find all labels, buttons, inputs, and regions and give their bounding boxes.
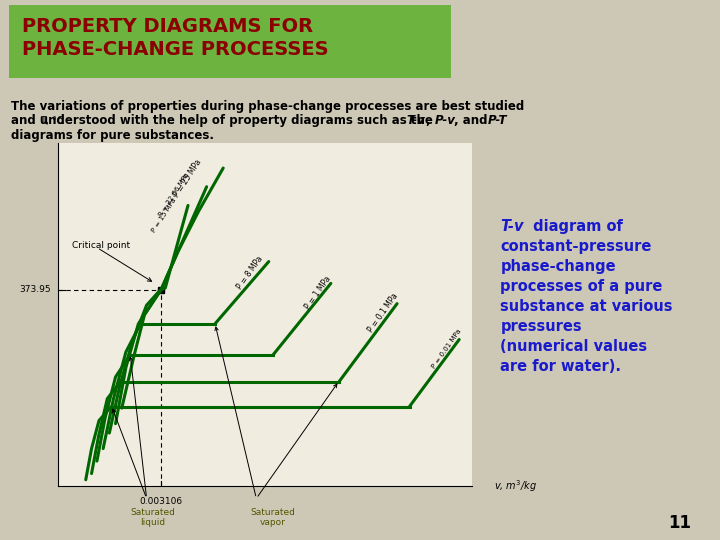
Text: 373.95: 373.95	[19, 285, 51, 294]
Text: T-v: T-v	[406, 114, 425, 127]
Text: P = 1 MPa: P = 1 MPa	[304, 274, 333, 311]
Text: The variations of properties during phase-change processes are best studied: The variations of properties during phas…	[11, 100, 524, 113]
Text: pressures: pressures	[500, 319, 582, 334]
Text: P = 22.06 MPa: P = 22.06 MPa	[158, 172, 191, 218]
Text: are for water).: are for water).	[500, 359, 621, 374]
Text: and understood with the help of property diagrams such as the: and understood with the help of property…	[11, 114, 437, 127]
Text: processes of a pure: processes of a pure	[500, 279, 663, 294]
Text: , and: , and	[454, 114, 492, 127]
Text: P = 15 MPa: P = 15 MPa	[150, 197, 177, 233]
Text: P = 25 MPa: P = 25 MPa	[172, 158, 204, 200]
Text: PROPERTY DIAGRAMS FOR
PHASE-CHANGE PROCESSES: PROPERTY DIAGRAMS FOR PHASE-CHANGE PROCE…	[22, 17, 328, 59]
Text: diagrams for pure substances.: diagrams for pure substances.	[11, 129, 214, 141]
Text: P-v: P-v	[435, 114, 456, 127]
Text: T-v: T-v	[500, 219, 524, 234]
Text: Saturated
vapor: Saturated vapor	[251, 508, 295, 527]
Text: substance at various: substance at various	[500, 299, 673, 314]
Text: (numerical values: (numerical values	[500, 339, 647, 354]
Text: 0.003106: 0.003106	[140, 497, 183, 506]
Text: 11: 11	[668, 514, 691, 532]
Text: P-T: P-T	[488, 114, 508, 127]
Text: ,: ,	[426, 114, 434, 127]
Text: P = 0.1 MPa: P = 0.1 MPa	[366, 292, 400, 334]
Text: P = 0.01 MPa: P = 0.01 MPa	[431, 328, 462, 369]
Text: phase-change: phase-change	[500, 259, 616, 274]
Text: T, °C: T, °C	[40, 116, 63, 126]
Text: Saturated
liquid: Saturated liquid	[130, 508, 175, 527]
Text: $v$, m$^3$/kg: $v$, m$^3$/kg	[495, 478, 537, 494]
Text: diagram of: diagram of	[528, 219, 623, 234]
Text: Critical point: Critical point	[72, 241, 130, 251]
Text: constant-pressure: constant-pressure	[500, 239, 652, 254]
Text: P = 8 MPa: P = 8 MPa	[235, 254, 265, 291]
